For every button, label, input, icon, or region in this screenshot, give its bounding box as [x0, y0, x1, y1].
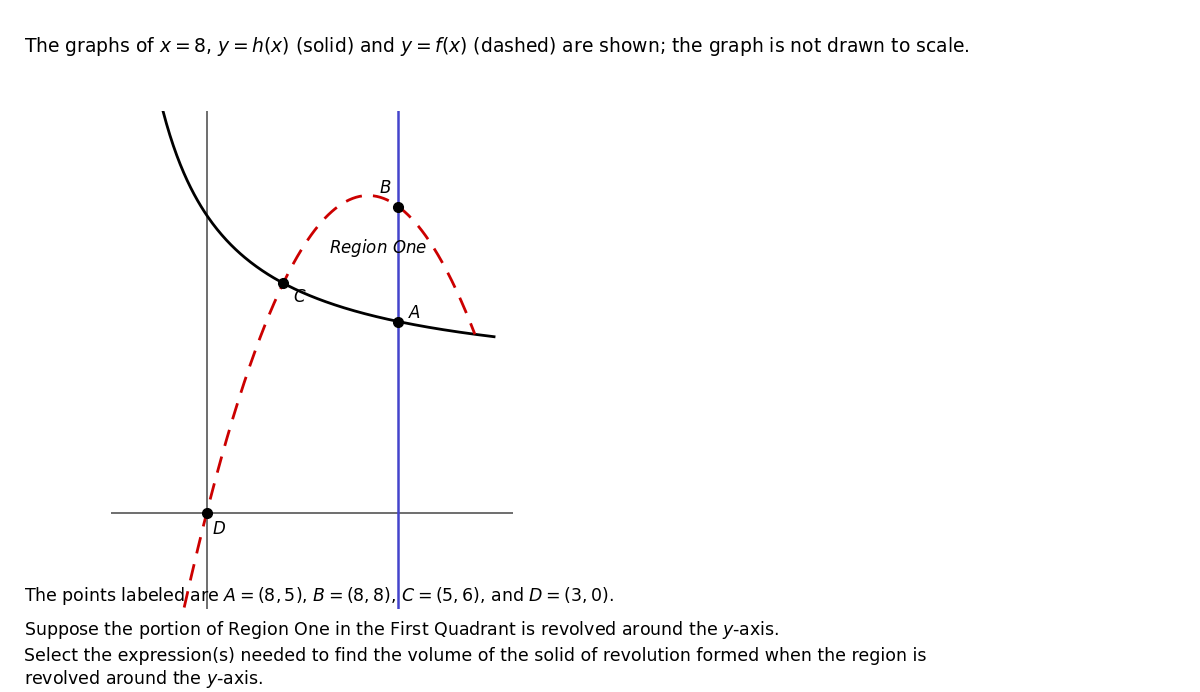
Text: The points labeled are $A = (8, 5)$, $B = (8, 8)$, $C = (5, 6)$, and $D = (3, 0): The points labeled are $A = (8, 5)$, $B …	[24, 585, 614, 607]
Text: $\mathit{A}$: $\mathit{A}$	[408, 304, 421, 322]
Text: Select the expression(s) needed to find the volume of the solid of revolution fo: Select the expression(s) needed to find …	[24, 647, 926, 690]
Text: $\mathit{D}$: $\mathit{D}$	[212, 520, 227, 538]
Text: $\mathit{C}$: $\mathit{C}$	[293, 289, 306, 307]
Text: The graphs of $x = 8$, $y = h(x)$ (solid) and $y = f(x)$ (dashed) are shown; the: The graphs of $x = 8$, $y = h(x)$ (solid…	[24, 35, 970, 57]
Text: $\mathit{Region\ One}$: $\mathit{Region\ One}$	[329, 237, 427, 259]
Text: $\mathit{B}$: $\mathit{B}$	[379, 179, 391, 197]
Text: Suppose the portion of Region One in the First Quadrant is revolved around the $: Suppose the portion of Region One in the…	[24, 619, 779, 641]
